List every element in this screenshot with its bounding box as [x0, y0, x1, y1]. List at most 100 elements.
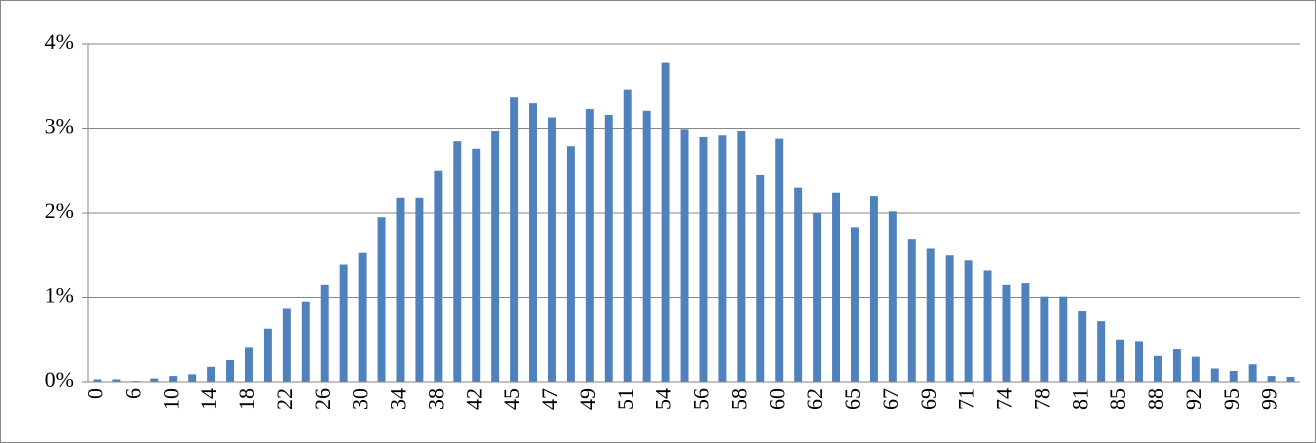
- x-tick-label: 30: [348, 388, 373, 410]
- y-tick-label: 4%: [45, 29, 74, 54]
- x-tick-label: 58: [726, 388, 751, 410]
- x-tick-label: 81: [1067, 388, 1092, 410]
- bar: [1059, 296, 1068, 382]
- bar: [794, 187, 803, 382]
- bar: [756, 174, 765, 382]
- bar: [244, 347, 253, 382]
- bar: [415, 197, 424, 382]
- x-tick-label: 6: [120, 388, 145, 399]
- x-tick-label: 69: [916, 388, 941, 410]
- x-tick-label: 47: [537, 388, 562, 410]
- bar: [491, 131, 500, 382]
- bar: [1002, 284, 1011, 382]
- x-tick-label: 18: [234, 388, 259, 410]
- bar: [339, 264, 348, 382]
- bar: [604, 114, 613, 382]
- x-tick-label: 42: [461, 388, 486, 410]
- bar: [226, 360, 235, 382]
- bar: [566, 146, 575, 382]
- bar: [169, 376, 178, 382]
- bar: [1135, 341, 1144, 382]
- x-tick-label: 38: [423, 388, 448, 410]
- x-tick-label: 95: [1219, 388, 1244, 410]
- bar: [434, 170, 443, 382]
- bar: [775, 138, 784, 382]
- x-tick-label: 65: [840, 388, 865, 410]
- x-tick-label: 34: [386, 388, 411, 410]
- x-tick-label: 56: [689, 388, 714, 410]
- bar: [869, 196, 878, 382]
- bar: [1286, 376, 1295, 382]
- x-tick-label: 45: [499, 388, 524, 410]
- bar: [472, 148, 481, 382]
- x-tick-label: 78: [1029, 388, 1054, 410]
- x-tick-label: 14: [196, 388, 221, 410]
- bar: [320, 284, 329, 382]
- bar: [1172, 349, 1181, 382]
- x-tick-label: 54: [651, 388, 676, 410]
- bar: [699, 136, 708, 382]
- bar: [150, 378, 159, 382]
- x-tick-label: 49: [575, 388, 600, 410]
- bar: [358, 252, 367, 382]
- bar: [1116, 339, 1125, 382]
- bar: [1153, 355, 1162, 382]
- bar: [93, 379, 102, 382]
- x-tick-label: 92: [1181, 388, 1206, 410]
- y-tick-label: 3%: [45, 114, 74, 139]
- bar: [529, 103, 538, 383]
- bar: [1248, 364, 1257, 382]
- bar: [1210, 368, 1219, 382]
- x-tick-label: 88: [1143, 388, 1168, 410]
- bar: [680, 129, 689, 382]
- bar: [377, 217, 386, 382]
- x-tick-label: 26: [310, 388, 335, 410]
- y-tick-label: 2%: [45, 198, 74, 223]
- bar: [850, 227, 859, 382]
- bar: [188, 374, 197, 382]
- x-tick-label: 99: [1257, 388, 1282, 410]
- bar: [907, 239, 916, 382]
- bar: [1078, 311, 1087, 382]
- bar: [207, 366, 216, 382]
- x-tick-label: 0: [83, 388, 108, 399]
- x-tick-label: 85: [1105, 388, 1130, 410]
- x-tick-label: 74: [992, 388, 1017, 410]
- bar: [453, 141, 462, 382]
- bar: [547, 117, 556, 382]
- bar: [112, 379, 121, 382]
- bar: [1191, 356, 1200, 382]
- x-tick-label: 71: [954, 388, 979, 410]
- x-tick-label: 67: [878, 388, 903, 410]
- bar: [1097, 321, 1106, 382]
- x-tick-label: 60: [764, 388, 789, 410]
- bar: [623, 89, 632, 382]
- bar: [263, 328, 272, 382]
- bar: [1021, 283, 1030, 382]
- bar: [983, 270, 992, 382]
- bar: [718, 135, 727, 382]
- bar: [1040, 296, 1049, 382]
- x-tick-label: 22: [272, 388, 297, 410]
- x-tick-label: 51: [613, 388, 638, 410]
- bar: [888, 211, 897, 382]
- bar: [737, 131, 746, 382]
- x-tick-label: 62: [802, 388, 827, 410]
- bar: [642, 110, 651, 382]
- bar: [813, 213, 822, 382]
- bar: [510, 97, 519, 383]
- bar: [661, 62, 670, 383]
- bar: [832, 192, 841, 382]
- bar: [945, 255, 954, 382]
- bar: [1229, 371, 1238, 382]
- bar: [964, 260, 973, 382]
- x-tick-label: 10: [158, 388, 183, 410]
- bar: [926, 248, 935, 382]
- bar: [585, 109, 594, 382]
- bar: [1267, 376, 1276, 382]
- y-tick-label: 1%: [45, 283, 74, 308]
- y-tick-label: 0%: [45, 367, 74, 392]
- bar: [396, 197, 405, 382]
